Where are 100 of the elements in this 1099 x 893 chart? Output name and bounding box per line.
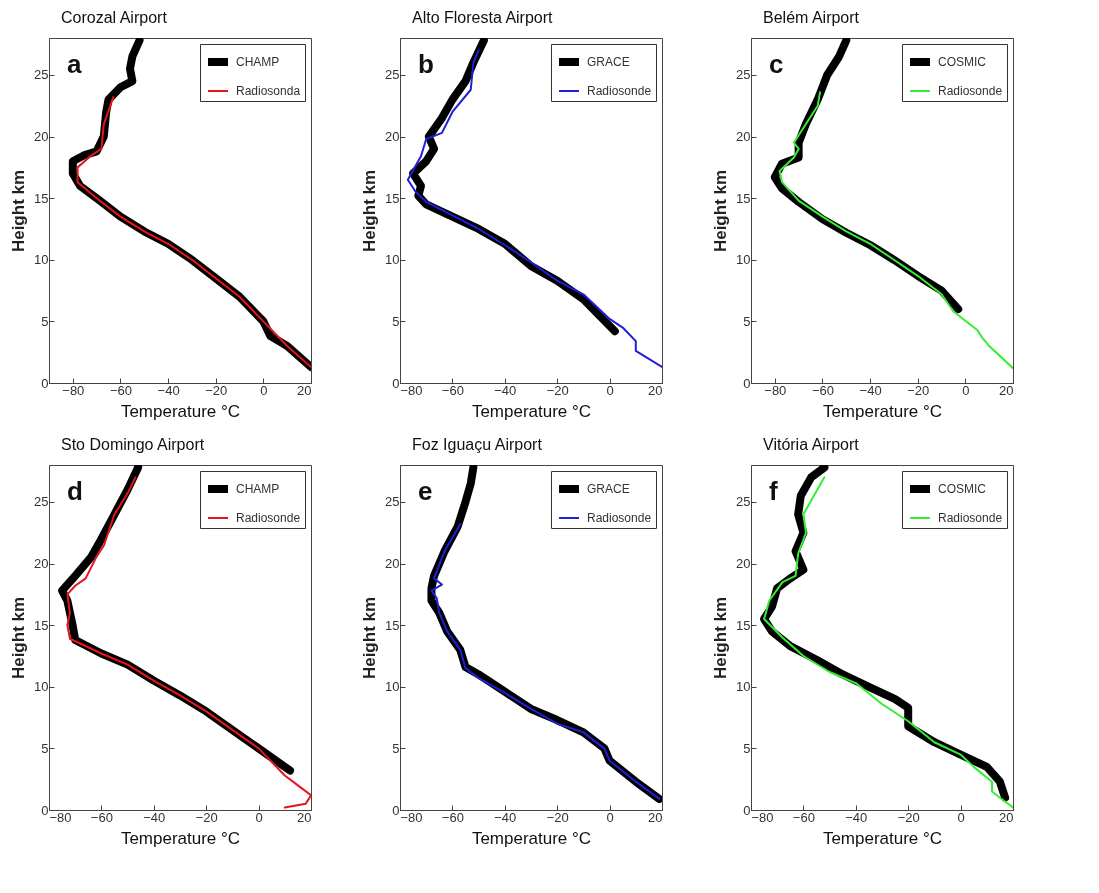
x-axis-title: Temperature °C <box>471 828 592 848</box>
legend-label: Radiosonde <box>587 84 652 98</box>
x-axis-title: Temperature °C <box>120 828 241 848</box>
x-tick-label: −20 <box>205 382 228 398</box>
x-axis-title: Temperature °C <box>471 401 592 421</box>
x-tick-label: 0 <box>962 382 970 398</box>
y-tick-label: 20 <box>34 556 49 572</box>
y-tick-label: 5 <box>41 313 49 329</box>
legend-label: COSMIC <box>938 482 987 496</box>
y-tick-label: 15 <box>385 617 400 633</box>
legend-label: GRACE <box>587 482 630 496</box>
y-axis-title: Height km <box>711 169 731 253</box>
y-tick-label: 15 <box>34 190 49 206</box>
x-tick-label: −20 <box>546 382 569 398</box>
x-axis-title: Temperature °C <box>822 828 943 848</box>
legend-label: COSMIC <box>938 55 987 69</box>
y-tick-label: 25 <box>34 67 49 83</box>
y-tick-label: 5 <box>392 313 400 329</box>
x-tick-label: 20 <box>999 809 1014 825</box>
x-tick-label: −20 <box>907 382 930 398</box>
y-tick-label: 15 <box>736 617 751 633</box>
x-tick-label: −60 <box>441 382 464 398</box>
y-tick-label: 15 <box>736 190 751 206</box>
y-tick-label: 20 <box>736 129 751 145</box>
legend-label: GRACE <box>587 55 630 69</box>
x-axis-title: Temperature °C <box>120 401 241 421</box>
text: Sto Domingo Airport <box>61 436 205 453</box>
annotation: c <box>769 49 784 79</box>
y-tick-label: 5 <box>392 740 400 756</box>
y-tick-label: 10 <box>736 679 751 695</box>
x-tick-label: −80 <box>764 382 787 398</box>
x-axis-title: Temperature °C <box>822 401 943 421</box>
text: Belém Airport <box>763 9 860 26</box>
text: Corozal Airport <box>61 9 168 26</box>
x-tick-label: −40 <box>845 809 868 825</box>
legend-label: Radiosonda <box>236 84 301 98</box>
annotation: e <box>418 476 433 506</box>
y-tick-label: 10 <box>34 679 49 695</box>
legend-label: Radiosonde <box>236 511 301 525</box>
y-tick-label: 25 <box>385 67 400 83</box>
x-tick-label: 20 <box>648 382 663 398</box>
x-tick-label: −80 <box>62 382 85 398</box>
annotation: b <box>418 49 434 79</box>
x-tick-label: −40 <box>157 382 180 398</box>
legend-label: Radiosonde <box>938 84 1003 98</box>
y-tick-label: 25 <box>736 494 751 510</box>
legend-label: Radiosonde <box>938 511 1003 525</box>
y-axis-title: Height km <box>360 169 380 253</box>
x-tick-label: −80 <box>400 382 423 398</box>
y-tick-label: 10 <box>34 252 49 268</box>
x-tick-label: −60 <box>109 382 132 398</box>
x-tick-label: 0 <box>260 382 268 398</box>
x-tick-label: −40 <box>143 809 166 825</box>
y-tick-label: 5 <box>743 740 751 756</box>
y-tick-label: 10 <box>736 252 751 268</box>
x-tick-label: 20 <box>999 382 1014 398</box>
y-tick-label: 5 <box>743 313 751 329</box>
x-tick-label: −20 <box>546 809 569 825</box>
y-tick-label: 20 <box>34 129 49 145</box>
y-axis-title: Height km <box>9 169 29 253</box>
y-axis-title: Height km <box>9 596 29 680</box>
y-tick-label: 25 <box>736 67 751 83</box>
annotation: a <box>67 49 82 79</box>
x-tick-label: −60 <box>811 382 834 398</box>
y-tick-label: 15 <box>385 190 400 206</box>
x-tick-label: −80 <box>751 809 774 825</box>
x-tick-label: −40 <box>494 809 517 825</box>
x-tick-label: −80 <box>400 809 423 825</box>
y-axis-title: Height km <box>360 596 380 680</box>
y-tick-label: 20 <box>736 556 751 572</box>
text: Vitória Airport <box>763 436 860 453</box>
x-tick-label: −60 <box>90 809 113 825</box>
x-tick-label: −40 <box>494 382 517 398</box>
legend-label: CHAMP <box>236 55 280 69</box>
text: Foz Iguaçu Airport <box>412 436 543 453</box>
y-tick-label: 10 <box>385 252 400 268</box>
x-tick-label: 0 <box>957 809 965 825</box>
x-tick-label: 0 <box>606 809 614 825</box>
x-tick-label: −20 <box>897 809 920 825</box>
text: Alto Floresta Airport <box>412 9 554 26</box>
x-tick-label: 0 <box>255 809 263 825</box>
y-tick-label: 25 <box>385 494 400 510</box>
y-axis-title: Height km <box>711 596 731 680</box>
legend-label: CHAMP <box>236 482 280 496</box>
annotation: d <box>67 476 83 506</box>
x-tick-label: 20 <box>297 382 312 398</box>
y-tick-label: 25 <box>34 494 49 510</box>
x-tick-label: −40 <box>859 382 882 398</box>
x-tick-label: −80 <box>49 809 72 825</box>
y-tick-label: 5 <box>41 740 49 756</box>
x-tick-label: −20 <box>195 809 218 825</box>
y-tick-label: 20 <box>385 556 400 572</box>
y-tick-label: 10 <box>385 679 400 695</box>
legend-label: Radiosonde <box>587 511 652 525</box>
annotation: f <box>769 476 778 506</box>
x-tick-label: −60 <box>792 809 815 825</box>
y-tick-label: 15 <box>34 617 49 633</box>
x-tick-label: 20 <box>648 809 663 825</box>
x-tick-label: −60 <box>441 809 464 825</box>
x-tick-label: 20 <box>297 809 312 825</box>
